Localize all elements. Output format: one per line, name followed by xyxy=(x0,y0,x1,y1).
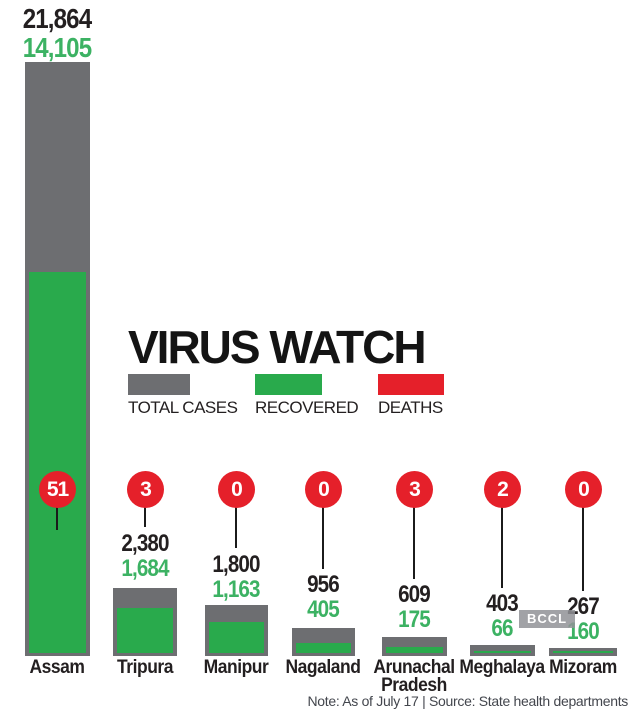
state-label-meghalaya: Meghalaya xyxy=(459,657,545,678)
deaths-badge-meghalaya: 2 xyxy=(484,471,521,508)
recovered-swatch xyxy=(255,374,322,395)
value-labels-meghalaya: 403 66 xyxy=(442,591,562,641)
source-note: Note: As of July 17 | Source: State heal… xyxy=(307,693,628,709)
legend-item-deaths: DEATHS xyxy=(378,374,444,418)
leader-line-arunachal-pradesh xyxy=(413,507,415,579)
state-label-arunachal-pradesh: Arunachal Pradesh xyxy=(373,657,455,696)
recovered-bar-arunachal-pradesh xyxy=(385,647,443,653)
deaths-badge-mizoram: 0 xyxy=(565,471,602,508)
recovered-value-nagaland: 405 xyxy=(307,596,340,623)
bccl-watermark: BCCL xyxy=(519,610,576,628)
recovered-bar-manipur xyxy=(208,622,264,653)
total-cases-legend-label: TOTAL CASES xyxy=(128,398,238,417)
total-bar-meghalaya xyxy=(469,645,535,656)
deaths-badge-nagaland: 0 xyxy=(305,471,342,508)
state-label-tripura: Tripura xyxy=(116,657,174,678)
total-value-assam: 21,864 xyxy=(22,3,92,34)
leader-line-tripura xyxy=(144,507,146,527)
value-labels-arunachal-pradesh: 609 175 xyxy=(354,582,474,632)
recovered-value-arunachal-pradesh: 175 xyxy=(398,606,431,633)
recovered-legend-label: RECOVERED xyxy=(255,398,359,417)
recovered-value-assam: 14,105 xyxy=(22,32,92,63)
deaths-legend-label: DEATHS xyxy=(378,398,443,417)
deaths-badge-assam: 51 xyxy=(39,471,76,508)
value-labels-tripura: 2,380 1,684 xyxy=(85,531,205,581)
leader-line-assam xyxy=(56,507,58,530)
value-labels-manipur: 1,800 1,163 xyxy=(176,552,296,602)
recovered-bar-mizoram xyxy=(553,651,613,653)
state-label-assam: Assam xyxy=(29,657,85,678)
recovered-value-tripura: 1,684 xyxy=(121,555,169,582)
recovered-value-manipur: 1,163 xyxy=(212,576,260,603)
total-value-nagaland: 956 xyxy=(307,571,340,598)
leader-line-nagaland xyxy=(322,507,324,569)
legend-item-recovered: RECOVERED xyxy=(255,374,359,418)
recovered-bar-nagaland xyxy=(295,643,351,653)
total-value-tripura: 2,380 xyxy=(121,530,169,557)
state-label-manipur: Manipur xyxy=(203,657,269,678)
chart-title: VIRUS WATCH xyxy=(128,321,427,373)
total-cases-swatch xyxy=(128,374,190,395)
deaths-badge-manipur: 0 xyxy=(218,471,255,508)
deaths-swatch xyxy=(378,374,444,395)
leader-line-meghalaya xyxy=(501,507,503,588)
leader-line-mizoram xyxy=(582,507,584,591)
total-value-manipur: 1,800 xyxy=(212,551,260,578)
value-labels-nagaland: 956 405 xyxy=(263,572,383,622)
state-label-mizoram: Mizoram xyxy=(549,657,617,678)
deaths-badge-arunachal-pradesh: 3 xyxy=(396,471,433,508)
legend-item-total-cases: TOTAL CASES xyxy=(128,374,238,418)
recovered-bar-assam xyxy=(28,272,86,653)
recovered-value-meghalaya: 66 xyxy=(491,615,513,642)
deaths-badge-tripura: 3 xyxy=(127,471,164,508)
value-labels-assam: 21,864 14,105 xyxy=(0,4,117,62)
total-value-meghalaya: 403 xyxy=(486,590,519,617)
recovered-bar-meghalaya xyxy=(473,651,531,653)
leader-line-manipur xyxy=(235,507,237,548)
total-value-arunachal-pradesh: 609 xyxy=(398,581,431,608)
state-label-nagaland: Nagaland xyxy=(285,657,361,678)
recovered-bar-tripura xyxy=(117,608,173,653)
